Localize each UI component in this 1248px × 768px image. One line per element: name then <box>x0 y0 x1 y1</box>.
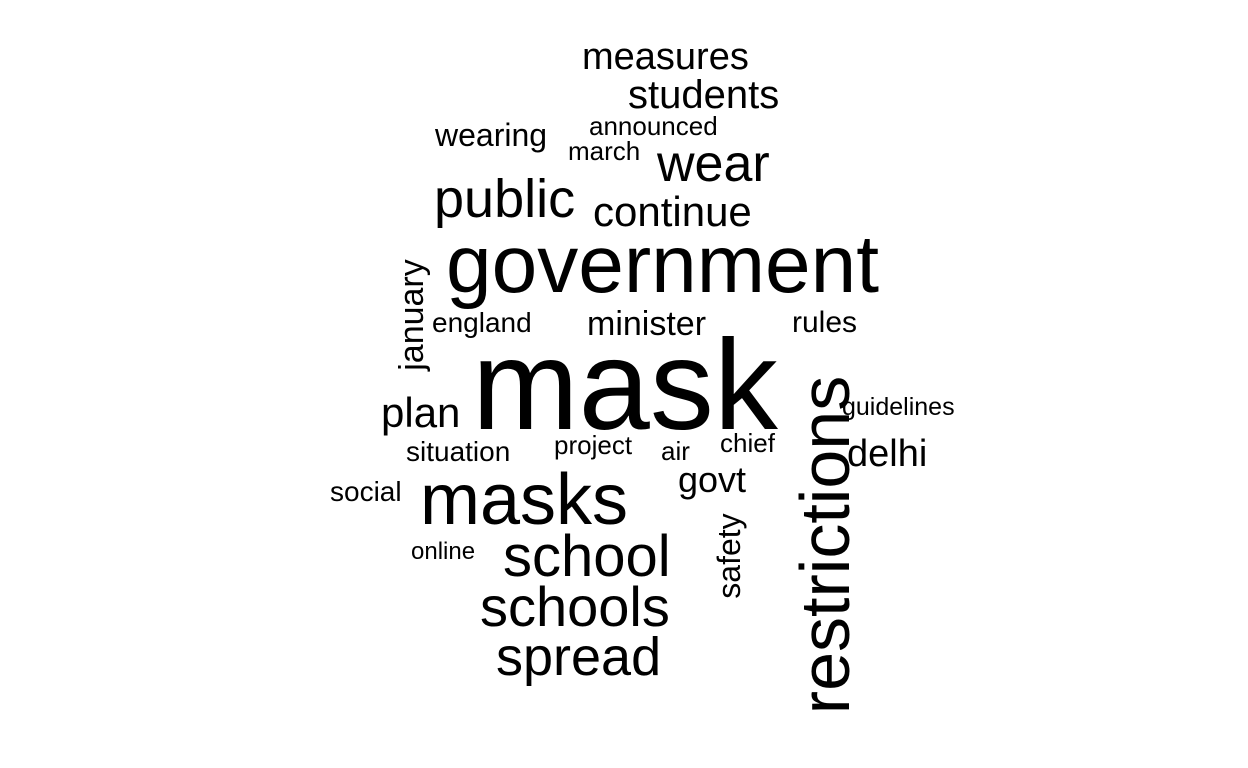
word-schools: schools <box>480 575 670 638</box>
word-wear: wear <box>657 135 770 193</box>
word-public: public <box>434 169 576 229</box>
word-government: government <box>446 219 880 310</box>
word-project: project <box>554 430 633 460</box>
word-mask: mask <box>472 314 778 457</box>
word-online: online <box>411 538 476 565</box>
word-march: march <box>568 136 641 166</box>
word-england: england <box>432 307 532 338</box>
word-announced: announced <box>589 111 718 141</box>
word-situation: situation <box>406 436 511 467</box>
word-january: january <box>393 259 431 371</box>
word-masks: masks <box>420 460 629 540</box>
word-school: school <box>503 524 671 589</box>
word-restrictions: restrictions <box>786 375 864 715</box>
word-chief: chief <box>720 428 775 458</box>
word-spread: spread <box>496 627 662 687</box>
word-delhi: delhi <box>847 433 928 475</box>
word-measures: measures <box>582 36 749 78</box>
word-plan: plan <box>381 389 461 436</box>
word-guidelines: guidelines <box>842 393 955 421</box>
word-social: social <box>330 476 402 507</box>
word-air: air <box>661 436 690 466</box>
word-continue: continue <box>593 188 752 235</box>
word-students: students <box>628 73 780 117</box>
word-safety: safety <box>711 513 747 599</box>
word-wearing: wearing <box>435 117 548 153</box>
word-minister: minister <box>587 305 707 343</box>
word-rules: rules <box>792 306 858 339</box>
word-govt: govt <box>678 459 747 500</box>
